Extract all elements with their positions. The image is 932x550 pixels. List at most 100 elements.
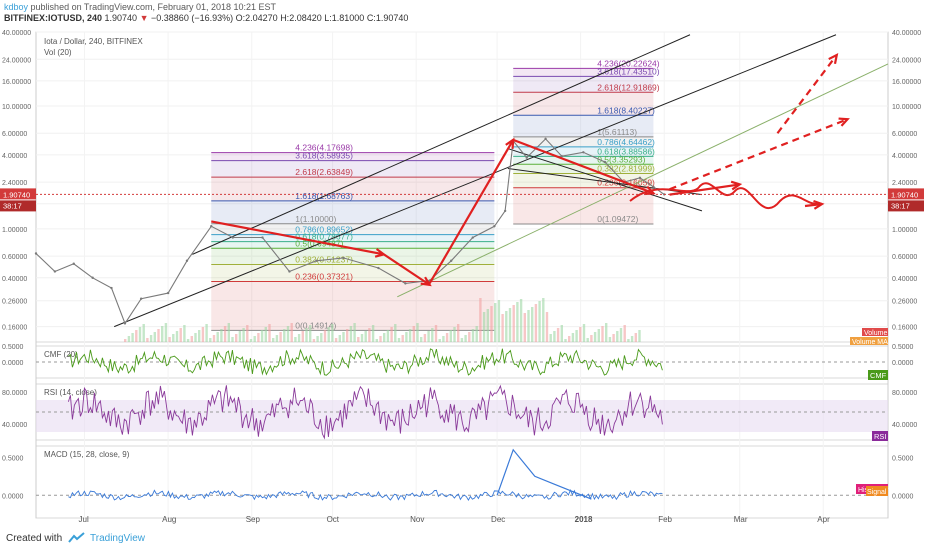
volume-bar	[627, 339, 630, 342]
volume-bar	[638, 330, 641, 342]
fib2-level-label: 4.236(20.22624)	[597, 58, 660, 68]
volume-bar	[257, 333, 260, 342]
price-point	[493, 225, 496, 228]
volume-bar	[371, 325, 375, 342]
price-point	[110, 286, 113, 290]
volume-bar	[505, 311, 508, 342]
volume-bar	[416, 323, 419, 342]
volume-bar	[205, 324, 208, 342]
low-value: L:1.81000	[324, 13, 365, 23]
fib2-band	[513, 156, 654, 165]
volume-bar	[482, 312, 486, 342]
volume-bar	[153, 332, 156, 342]
volume-bar	[357, 337, 360, 342]
volume-bar	[131, 333, 134, 342]
rsi-badge-label: RSI	[874, 432, 887, 441]
macd-spike-line	[496, 448, 592, 500]
red-arrow-down-2	[383, 253, 431, 286]
volume-bar	[260, 330, 264, 342]
volume-bar	[601, 326, 604, 342]
y-tick-label-left: 24.00000	[2, 57, 31, 64]
red-arrow-projection-mid-head	[838, 117, 850, 127]
volume-bar	[471, 329, 475, 342]
fib2-band	[513, 187, 654, 225]
red-arrow-up	[428, 139, 515, 284]
price-point	[53, 270, 57, 273]
pane-y-tick-right: 0.0000	[892, 493, 914, 500]
volume-bar	[272, 338, 275, 342]
volume-bar	[490, 306, 493, 342]
volume-bar	[408, 329, 412, 342]
fib1-band	[211, 200, 495, 224]
volume-bar	[630, 336, 634, 342]
legend-volume-badge	[862, 328, 888, 336]
pane-y-tick-left: 40.0000	[2, 422, 27, 429]
fib1-band	[211, 177, 495, 201]
volume-bar	[564, 339, 567, 342]
countdown-badge-left	[0, 200, 36, 212]
red-arrow-small	[669, 183, 740, 196]
volume-bar	[227, 323, 230, 342]
rsi-badge	[872, 431, 888, 441]
tradingview-brand[interactable]: TradingView	[90, 533, 146, 544]
volume-bar	[434, 325, 438, 342]
y-tick-label-left: 0.26000	[2, 299, 27, 306]
pane-y-tick-right: 0.5000	[892, 344, 914, 351]
y-tick-label-left: 0.40000	[2, 276, 27, 283]
volume-bar	[519, 299, 523, 342]
pane-y-tick-right: 40.0000	[892, 422, 917, 429]
red-arrow-projection-mid	[669, 118, 848, 191]
red-arrow-down	[211, 220, 385, 256]
y-tick-label-right: 0.26000	[892, 299, 917, 306]
volume-bar	[309, 325, 312, 342]
price-point	[166, 291, 170, 295]
x-tick-label: Nov	[410, 515, 424, 524]
volume-bar	[124, 339, 127, 342]
volume-bar	[605, 323, 608, 342]
red-arrow-projection-high	[776, 54, 838, 134]
volume-bar	[175, 331, 179, 342]
y-tick-label-right: 24.00000	[892, 57, 921, 64]
high-value: H:2.08420	[280, 13, 322, 23]
volume-bar	[571, 333, 575, 342]
y-tick-label-right: 10.00000	[892, 104, 921, 111]
chart-canvas[interactable]: 40.00000 40.00000 24.00000 24.00000 16.00000…	[0, 26, 932, 526]
volume-bar	[334, 338, 338, 342]
y-tick-label-right: 0.40000	[892, 276, 917, 283]
volume-bar	[172, 334, 175, 342]
volume-bar	[442, 336, 445, 342]
volume-bar	[479, 298, 482, 342]
countdown-badge-right	[888, 200, 924, 212]
x-tick-label: Feb	[658, 515, 672, 524]
legend-volume-ma: Volume MA	[852, 339, 888, 346]
volume-bar	[575, 330, 578, 342]
volume-bar	[235, 334, 238, 342]
pane-y-tick-left: 80.0000	[2, 390, 27, 397]
fib2-level-label: 3.618(17.43510)	[597, 66, 660, 76]
last-price-label-left: 1.90740	[3, 190, 30, 199]
volume-bar	[249, 339, 253, 342]
fib1-level-label: 0.236(0.37321)	[295, 271, 353, 281]
volume-bar	[146, 338, 149, 342]
red-arrow-correction-head	[644, 185, 656, 196]
y-tick-label-right: 4.00000	[892, 153, 917, 160]
fib1-level-label: 3.618(3.58935)	[295, 151, 353, 161]
y-tick-label-right: 0.16000	[892, 325, 917, 332]
author-link[interactable]: kdboy	[4, 2, 29, 12]
volume-bar	[168, 337, 171, 342]
price-point	[123, 322, 127, 325]
y-tick-label-right: 16.00000	[892, 79, 921, 86]
fib1-band	[211, 234, 495, 242]
volume-bar	[516, 302, 519, 342]
price-point	[404, 282, 407, 285]
fib1-band	[211, 160, 495, 178]
pane-y-tick-left: 0.5000	[2, 344, 24, 351]
volume-bar	[379, 336, 382, 342]
fib1-level-label: 0(0.14914)	[295, 320, 336, 330]
fib2-band	[513, 115, 654, 137]
open-value: O:2.04270	[235, 13, 278, 23]
price-point	[315, 259, 318, 262]
last-price-label-right: 1.90740	[891, 190, 918, 199]
fib2-level-label: 1.618(8.40227)	[597, 105, 655, 115]
volume-bar	[579, 327, 582, 342]
